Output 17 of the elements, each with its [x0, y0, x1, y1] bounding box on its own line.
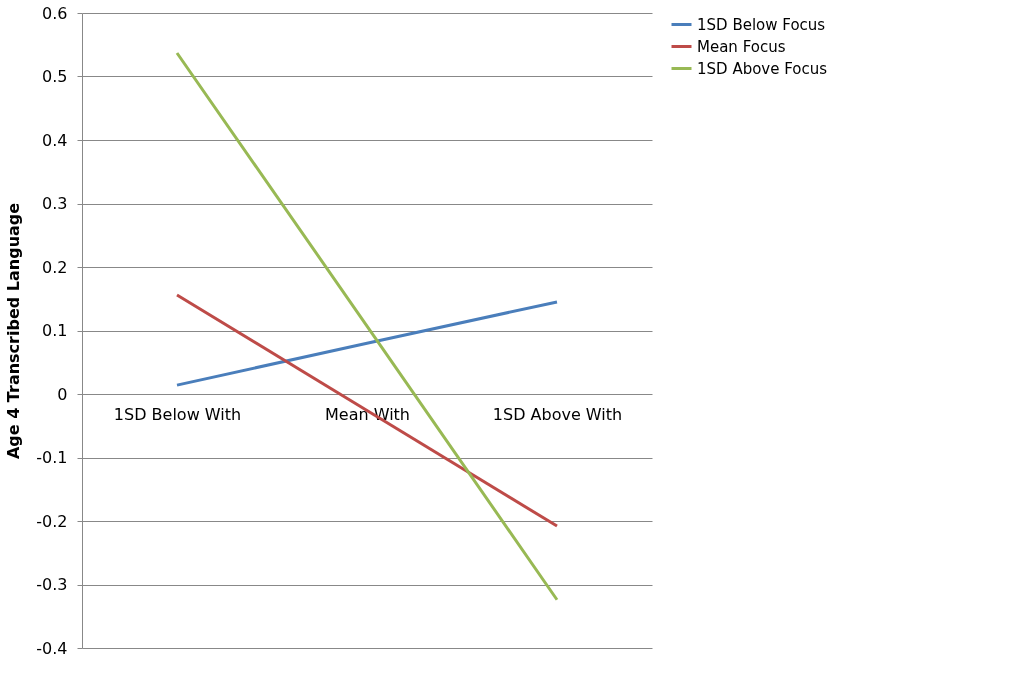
y-tick-label: 0.5: [42, 67, 68, 86]
y-tick-label: 0.1: [42, 321, 68, 340]
y-axis-title: Age 4 Transcribed Language: [4, 202, 24, 460]
y-tick-label: -0.3: [36, 575, 68, 594]
y-tick-label: -0.2: [36, 511, 68, 531]
y-tick-label: 0: [57, 384, 68, 404]
legend-label: Mean Focus: [697, 37, 786, 56]
y-tick-label: 0.4: [42, 130, 68, 150]
y-tick-label: -0.1: [36, 448, 68, 467]
y-tick-label: 0.6: [42, 3, 68, 23]
x-tick-label: 1SD Below With: [113, 404, 242, 424]
y-tick-label: -0.4: [36, 638, 68, 658]
y-tick-label: 0.2: [42, 257, 68, 277]
legend-label: 1SD Above Focus: [697, 59, 828, 78]
y-tick-label: 0.3: [42, 194, 68, 213]
legend-label: 1SD Below Focus: [697, 15, 826, 34]
x-tick-label: 1SD Above With: [492, 404, 623, 424]
